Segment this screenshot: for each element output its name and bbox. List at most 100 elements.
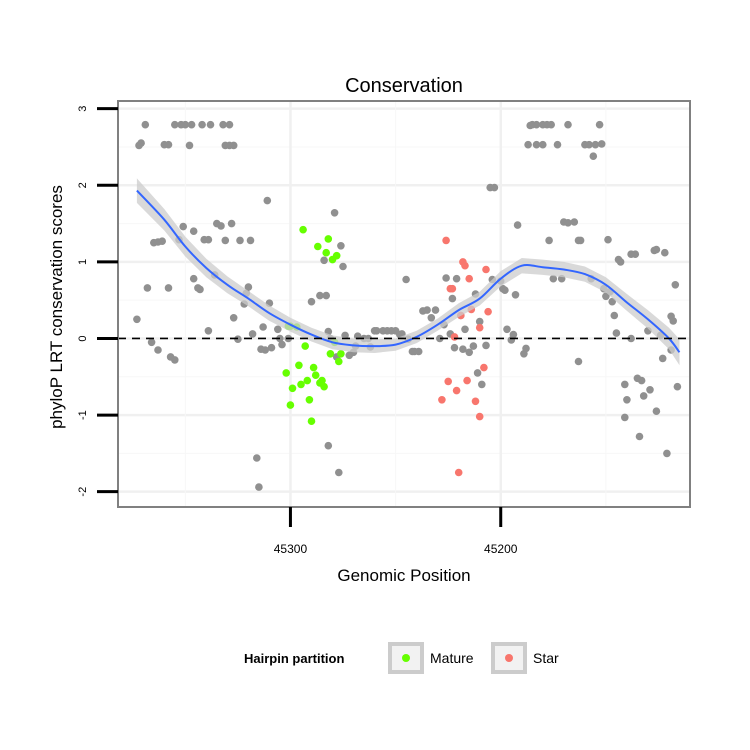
data-point-background — [524, 140, 532, 149]
data-point-background — [631, 250, 640, 258]
data-point-background — [171, 356, 179, 364]
data-point-mature — [322, 248, 331, 257]
data-point-mature — [318, 376, 326, 385]
data-point-background — [335, 468, 343, 477]
confidence-ribbon — [136, 178, 680, 366]
data-point-background — [652, 245, 661, 254]
data-point-background — [204, 235, 213, 244]
data-point-background — [427, 314, 436, 322]
data-point-star — [482, 265, 490, 274]
plot-panel: -2 -1 0 1 2 3 45300 45200 — [77, 100, 691, 556]
data-point-background — [661, 248, 669, 257]
data-point-background — [307, 297, 316, 306]
data-point-mature — [297, 380, 305, 389]
data-point-background — [564, 120, 572, 129]
data-point-background — [236, 236, 244, 245]
data-point-background — [532, 120, 541, 129]
x-axis-label: Genomic Position — [337, 566, 470, 585]
data-point-background — [164, 140, 173, 149]
legend-point-star — [505, 654, 513, 662]
data-point-mature — [320, 382, 328, 391]
data-point-star — [448, 284, 457, 293]
chart-title: Conservation — [345, 75, 463, 97]
smooth-fit-line — [136, 189, 681, 353]
data-point-star — [452, 386, 461, 395]
data-point-star — [444, 377, 453, 386]
data-point-background — [141, 120, 150, 129]
data-point-background — [246, 236, 255, 245]
data-point-background — [461, 325, 469, 334]
data-point-mature — [286, 401, 295, 409]
data-point-background — [623, 396, 631, 404]
data-point-background — [267, 343, 276, 352]
data-point-star — [471, 397, 480, 406]
data-point-background — [189, 227, 198, 235]
y-tick-label: -2 — [77, 487, 89, 497]
data-point-mature — [314, 242, 322, 251]
y-tick-label: 1 — [77, 259, 89, 265]
legend-label-star: Star — [533, 650, 559, 666]
y-axis-label: phyloP LRT conservation scores — [47, 185, 66, 429]
data-point-background — [585, 140, 593, 149]
data-point-background — [513, 221, 522, 229]
data-point-mature — [282, 369, 291, 377]
data-point-background — [423, 306, 431, 314]
data-point-background — [143, 284, 152, 292]
data-point-background — [206, 120, 215, 129]
data-point-background — [414, 347, 423, 356]
data-point-background — [147, 338, 156, 347]
y-tick-label: 2 — [77, 182, 89, 188]
data-point-mature — [295, 361, 303, 370]
data-point-background — [431, 306, 440, 314]
data-point-background — [330, 209, 339, 217]
data-point-star — [475, 412, 484, 421]
data-point-background — [635, 432, 644, 441]
data-point-background — [339, 262, 347, 271]
data-point-background — [278, 340, 286, 349]
data-point-background — [545, 236, 553, 245]
data-point-background — [501, 286, 509, 295]
data-point-background — [402, 275, 410, 284]
data-point-background — [324, 441, 333, 450]
data-point-background — [229, 141, 238, 150]
data-point-mature — [337, 350, 345, 358]
data-point-mature — [307, 417, 316, 426]
data-point-mature — [326, 350, 335, 358]
data-point-background — [450, 343, 459, 352]
data-point-background — [164, 284, 173, 292]
data-point-background — [503, 325, 511, 334]
data-point-background — [436, 334, 444, 343]
data-point-background — [274, 325, 282, 334]
data-point-star — [463, 376, 471, 385]
data-point-mature — [311, 371, 320, 380]
data-point-background — [185, 141, 194, 150]
data-point-background — [532, 140, 541, 149]
data-point-mature — [332, 251, 341, 260]
data-point-star — [475, 323, 484, 332]
y-tick-label: -1 — [77, 410, 89, 420]
data-point-background — [259, 323, 267, 331]
data-point-background — [589, 152, 598, 160]
data-point-background — [198, 120, 206, 129]
panel-border — [117, 100, 691, 508]
data-point-background — [337, 242, 345, 250]
legend-point-mature — [402, 654, 410, 662]
data-point-star — [480, 363, 488, 372]
data-point-background — [221, 236, 230, 245]
data-point-background — [229, 314, 238, 322]
data-point-mature — [303, 376, 312, 385]
data-point-background — [320, 256, 328, 265]
data-point-mature — [305, 396, 314, 404]
data-point-background — [459, 345, 467, 354]
data-point-background — [196, 285, 204, 294]
x-tick-label: 45200 — [484, 542, 518, 556]
data-point-background — [204, 327, 213, 335]
data-point-background — [612, 329, 621, 337]
data-point-background — [621, 413, 629, 422]
data-point-background — [482, 341, 490, 350]
data-point-background — [187, 120, 196, 129]
data-point-background — [652, 407, 661, 416]
y-tick-label: 3 — [77, 106, 89, 112]
data-point-background — [154, 346, 162, 354]
data-point-background — [442, 274, 450, 282]
